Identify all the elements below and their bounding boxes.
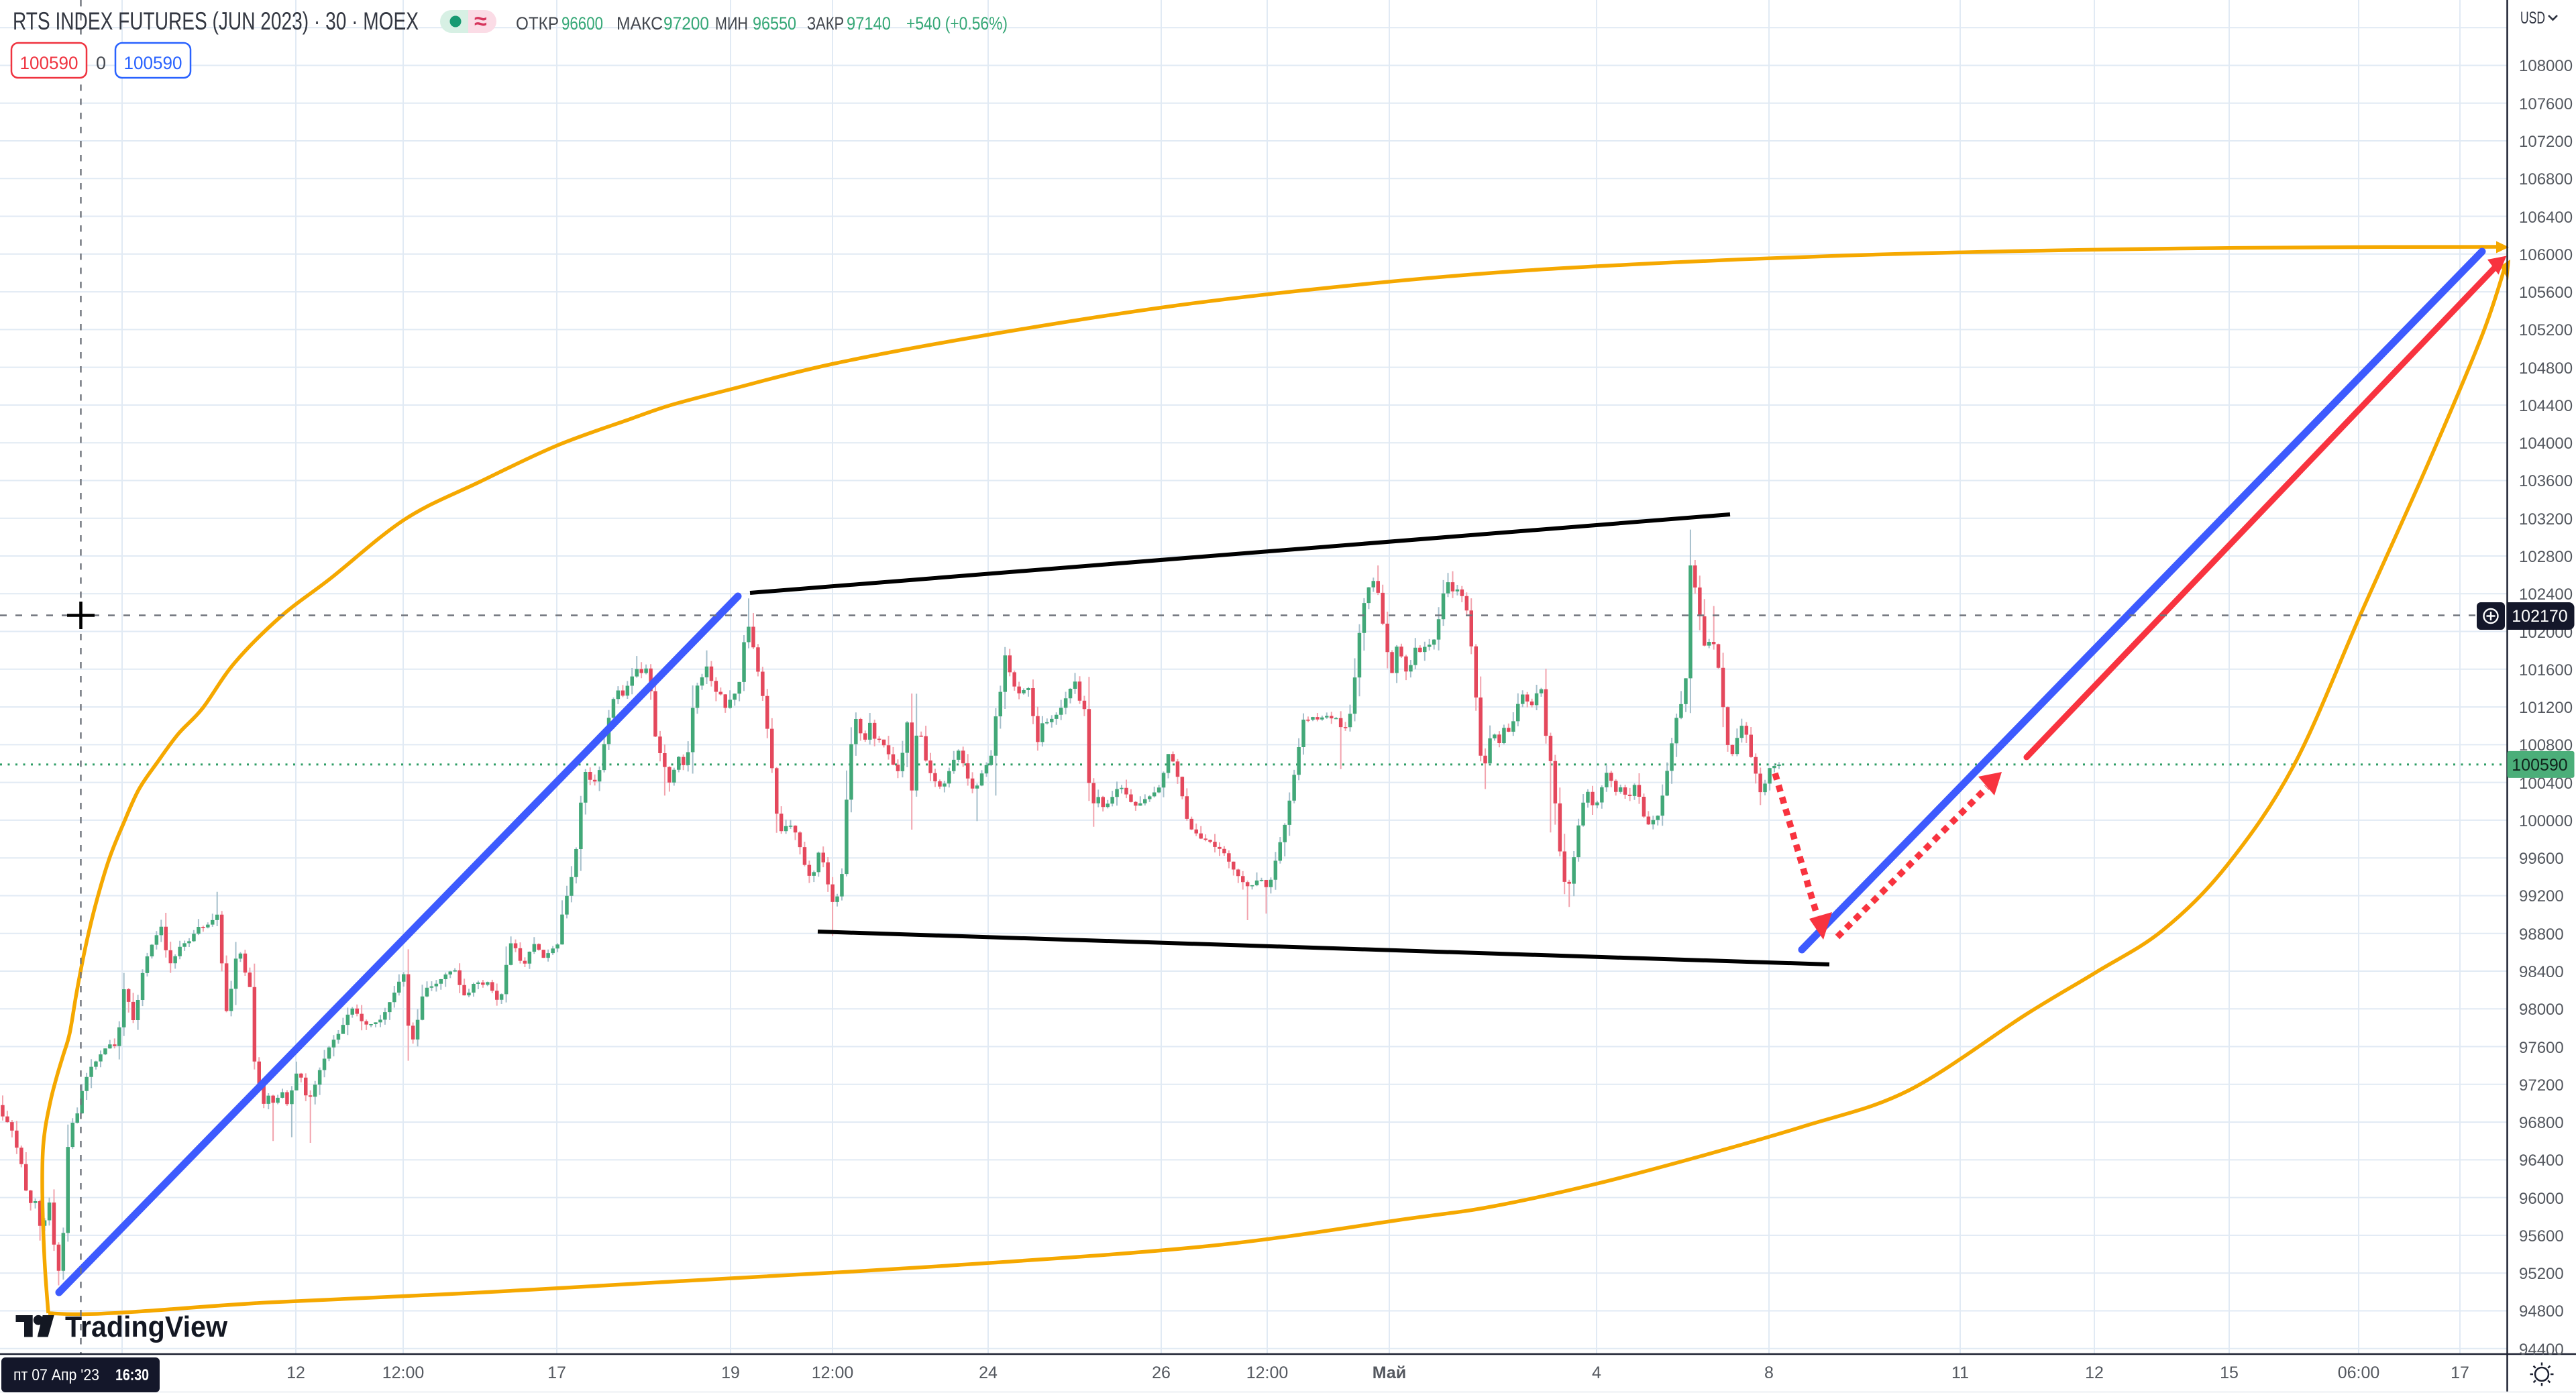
svg-text:12: 12 xyxy=(2085,1363,2104,1382)
svg-text:103200: 103200 xyxy=(2519,510,2573,528)
svg-text:99600: 99600 xyxy=(2519,850,2564,868)
svg-text:19: 19 xyxy=(721,1363,740,1382)
svg-text:101600: 101600 xyxy=(2519,661,2573,679)
svg-text:12:00: 12:00 xyxy=(1246,1363,1289,1382)
svg-text:96600: 96600 xyxy=(561,13,603,34)
svg-text:17: 17 xyxy=(547,1363,566,1382)
svg-text:24: 24 xyxy=(979,1363,998,1382)
svg-text:108000: 108000 xyxy=(2519,57,2573,75)
svg-text:0: 0 xyxy=(96,53,106,73)
svg-text:107600: 107600 xyxy=(2519,95,2573,113)
svg-text:97140: 97140 xyxy=(847,13,891,34)
svg-text:100590: 100590 xyxy=(2512,756,2567,775)
svg-text:USD: USD xyxy=(2520,9,2545,27)
svg-text:11: 11 xyxy=(1951,1363,1969,1382)
svg-text:12:00: 12:00 xyxy=(382,1363,425,1382)
svg-text:96550: 96550 xyxy=(753,13,796,34)
svg-text:94800: 94800 xyxy=(2519,1302,2564,1321)
svg-text:96400: 96400 xyxy=(2519,1152,2564,1170)
svg-text:97200: 97200 xyxy=(663,13,709,34)
svg-text:МИН: МИН xyxy=(715,13,748,34)
svg-text:12:00: 12:00 xyxy=(812,1363,854,1382)
svg-text:98800: 98800 xyxy=(2519,926,2564,944)
svg-text:МАКС: МАКС xyxy=(616,13,663,34)
svg-text:104400: 104400 xyxy=(2519,397,2573,415)
svg-text:ЗАКР: ЗАКР xyxy=(807,13,844,34)
svg-text:RTS INDEX FUTURES (JUN 2023) ·: RTS INDEX FUTURES (JUN 2023) · 30 · MOEX xyxy=(13,7,419,35)
svg-text:101200: 101200 xyxy=(2519,699,2573,717)
svg-text:100000: 100000 xyxy=(2519,812,2573,830)
svg-text:100590: 100590 xyxy=(20,53,78,73)
svg-text:Май: Май xyxy=(1373,1363,1406,1382)
svg-text:100590: 100590 xyxy=(124,53,182,73)
svg-text:98400: 98400 xyxy=(2519,963,2564,981)
svg-text:95200: 95200 xyxy=(2519,1265,2564,1283)
svg-text:106400: 106400 xyxy=(2519,209,2573,227)
svg-text:99200: 99200 xyxy=(2519,887,2564,905)
svg-text:106800: 106800 xyxy=(2519,170,2573,188)
svg-text:+540 (+0.56%): +540 (+0.56%) xyxy=(906,13,1008,34)
svg-text:97200: 97200 xyxy=(2519,1076,2564,1095)
svg-text:94400: 94400 xyxy=(2519,1341,2564,1359)
svg-text:8: 8 xyxy=(1764,1363,1774,1382)
svg-text:97600: 97600 xyxy=(2519,1039,2564,1057)
svg-text:TradingView: TradingView xyxy=(65,1310,228,1343)
svg-text:102400: 102400 xyxy=(2519,585,2573,604)
svg-text:ОТКР: ОТКР xyxy=(516,13,559,34)
svg-text:104000: 104000 xyxy=(2519,435,2573,453)
svg-text:4: 4 xyxy=(1592,1363,1601,1382)
svg-text:26: 26 xyxy=(1152,1363,1171,1382)
svg-text:105200: 105200 xyxy=(2519,321,2573,339)
svg-text:95600: 95600 xyxy=(2519,1227,2564,1245)
svg-text:17: 17 xyxy=(2451,1363,2469,1382)
svg-text:105600: 105600 xyxy=(2519,284,2573,302)
svg-text:98000: 98000 xyxy=(2519,1001,2564,1019)
svg-text:103600: 103600 xyxy=(2519,472,2573,490)
svg-text:102800: 102800 xyxy=(2519,548,2573,566)
svg-text:106000: 106000 xyxy=(2519,246,2573,264)
svg-text:102170: 102170 xyxy=(2512,607,2567,626)
svg-text:12: 12 xyxy=(286,1363,305,1382)
svg-text:96000: 96000 xyxy=(2519,1190,2564,1208)
svg-text:пт 07 Апр '23: пт 07 Апр '23 xyxy=(13,1366,99,1384)
svg-text:06:00: 06:00 xyxy=(2338,1363,2380,1382)
svg-text:≈: ≈ xyxy=(474,9,487,34)
svg-text:104800: 104800 xyxy=(2519,359,2573,378)
svg-text:96800: 96800 xyxy=(2519,1114,2564,1132)
svg-text:107200: 107200 xyxy=(2519,133,2573,151)
svg-text:16:30: 16:30 xyxy=(115,1366,149,1384)
svg-text:15: 15 xyxy=(2220,1363,2239,1382)
